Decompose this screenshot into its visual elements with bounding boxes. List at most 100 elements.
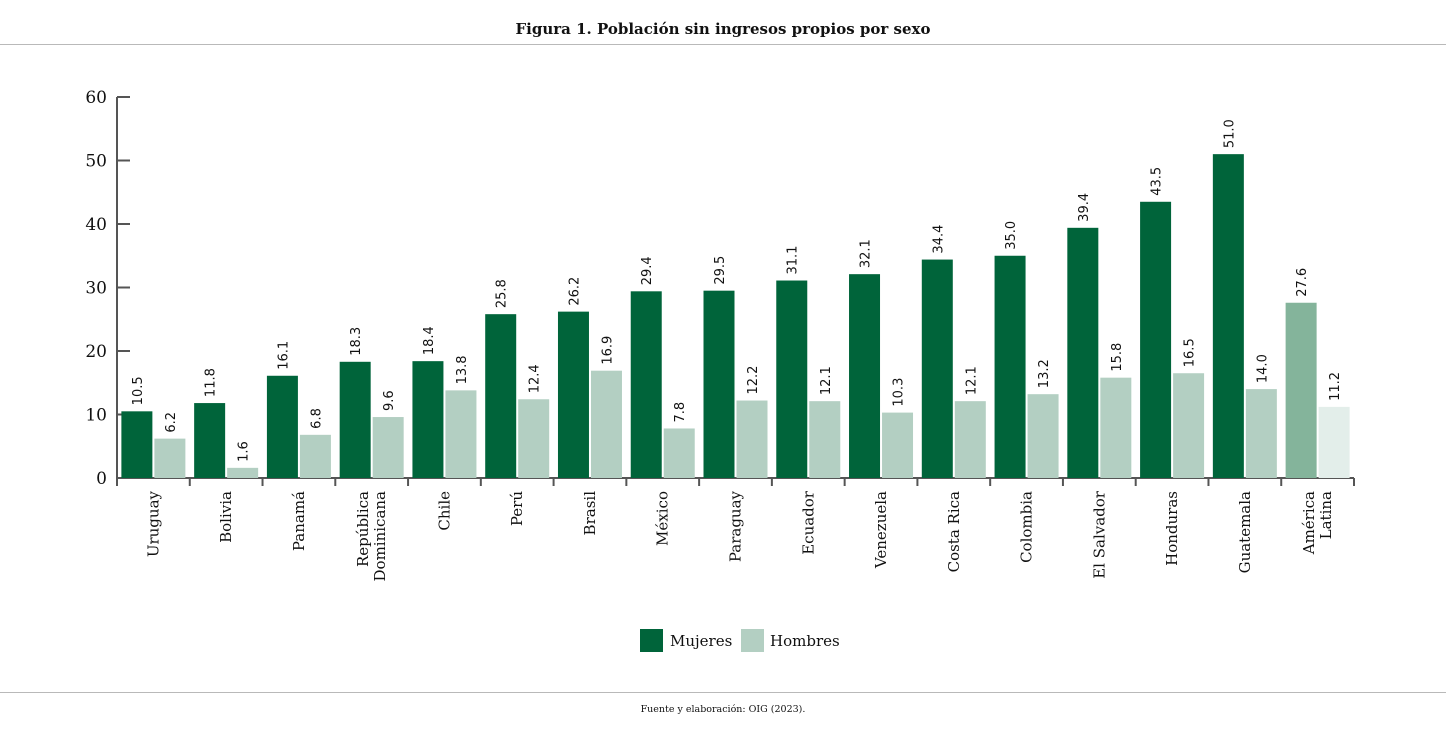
bar-mujeres-peru [485,314,517,478]
x-tick-label-guatemala: Guatemala [1236,491,1254,573]
bar-hombres-costa-rica [954,401,986,478]
bar-hombres-venezuela [882,412,914,478]
y-tick-label: 60 [85,88,107,108]
x-tick-label-panama: Panamá [290,491,308,551]
bar-mujeres-honduras [1140,201,1172,478]
data-label-mujeres-chile: 18.4 [422,326,437,355]
data-label-mujeres-uruguay: 10.5 [131,376,146,405]
bar-hombres-bolivia [227,467,259,478]
bar-hombres-brasil [590,370,622,478]
data-label-hombres-peru: 12.4 [528,364,543,393]
y-tick-label: 40 [85,215,107,235]
data-label-hombres-honduras: 16.5 [1183,338,1198,367]
bar-hombres-chile [445,390,477,478]
bar-mujeres-chile [412,361,444,478]
x-tick-label-colombia: Colombia [1018,491,1036,563]
data-label-mujeres-el-salvador: 39.4 [1077,193,1092,222]
x-tick-label-peru: Perú [508,491,526,526]
x-tick-label-bolivia: Bolivia [217,491,235,543]
data-label-hombres-el-salvador: 15.8 [1110,343,1125,372]
x-tick-label-republica-dominicana: Dominicana [371,491,389,582]
bar-hombres-republica-dominicana [372,417,404,478]
x-tick-label-brasil: Brasil [581,491,599,536]
x-tick-label-venezuela: Venezuela [872,491,890,569]
data-label-mujeres-paraguay: 29.5 [713,256,728,285]
data-label-hombres-bolivia: 1.6 [237,441,252,462]
bottom-rule [0,692,1446,693]
x-tick-label-costa-rica: Costa Rica [945,491,963,572]
data-label-hombres-mexico: 7.8 [673,402,688,423]
data-label-mujeres-venezuela: 32.1 [859,239,874,268]
data-label-mujeres-america-latina: 27.6 [1295,268,1310,297]
data-label-mujeres-honduras: 43.5 [1150,167,1165,196]
x-tick-label-uruguay: Uruguay [144,490,162,557]
y-tick-label: 20 [85,342,107,362]
data-label-hombres-costa-rica: 12.1 [964,366,979,395]
x-tick-label-honduras: Honduras [1163,491,1181,566]
bar-mujeres-america-latina [1285,302,1317,478]
data-label-hombres-republica-dominicana: 9.6 [382,390,397,411]
bar-hombres-guatemala [1245,389,1277,478]
x-tick-label-mexico: México [654,491,672,546]
data-label-mujeres-guatemala: 51.0 [1222,119,1237,148]
figure-title: Figura 1. Población sin ingresos propios… [515,20,931,38]
legend-label-mujeres: Mujeres [670,632,732,650]
bar-hombres-ecuador [809,401,841,478]
x-tick-label-chile: Chile [435,491,453,531]
bar-mujeres-el-salvador [1067,227,1099,478]
bar-hombres-peru [518,399,550,478]
bar-mujeres-bolivia [194,403,226,478]
x-tick-label-el-salvador: El Salvador [1090,490,1108,579]
data-label-hombres-america-latina: 11.2 [1328,372,1343,401]
bar-mujeres-guatemala [1212,154,1244,478]
data-label-hombres-venezuela: 10.3 [892,378,907,407]
x-tick-label-republica-dominicana: República [354,491,372,567]
data-label-mujeres-panama: 16.1 [276,341,291,370]
data-label-hombres-ecuador: 12.1 [819,366,834,395]
data-label-hombres-uruguay: 6.2 [164,412,179,433]
x-tick-label-america-latina: América [1300,491,1318,555]
x-tick-label-ecuador: Ecuador [799,490,817,555]
bar-mujeres-republica-dominicana [339,361,371,478]
bar-mujeres-mexico [630,291,662,478]
legend-label-hombres: Hombres [770,632,840,650]
y-tick-label: 30 [85,279,107,299]
bar-mujeres-costa-rica [921,259,953,478]
bar-mujeres-venezuela [849,274,881,478]
data-label-mujeres-ecuador: 31.1 [786,246,801,275]
data-label-hombres-brasil: 16.9 [600,336,615,365]
bar-hombres-mexico [663,428,695,478]
bar-mujeres-colombia [994,255,1026,478]
data-label-mujeres-mexico: 29.4 [640,256,655,285]
data-label-hombres-colombia: 13.2 [1037,359,1052,388]
bar-mujeres-uruguay [121,411,153,478]
legend-swatch-mujeres [640,629,663,652]
data-label-mujeres-bolivia: 11.8 [204,368,219,397]
x-tick-label-america-latina: Latina [1317,491,1335,539]
y-tick-label: 0 [96,469,107,489]
data-label-hombres-guatemala: 14.0 [1255,354,1270,383]
x-tick-label-paraguay: Paraguay [727,490,745,562]
data-label-hombres-panama: 6.8 [309,408,324,429]
data-label-mujeres-costa-rica: 34.4 [931,225,946,254]
y-tick-label: 10 [85,406,107,426]
top-rule [0,44,1446,45]
data-label-mujeres-republica-dominicana: 18.3 [349,327,364,356]
data-label-mujeres-brasil: 26.2 [567,277,582,306]
y-tick-label: 50 [85,152,107,172]
legend-swatch-hombres [741,629,764,652]
data-label-hombres-chile: 13.8 [455,355,470,384]
bar-hombres-el-salvador [1100,377,1132,478]
data-label-mujeres-peru: 25.8 [495,279,510,308]
bar-mujeres-paraguay [703,290,735,478]
bar-hombres-colombia [1027,394,1059,478]
bar-hombres-panama [299,434,331,478]
data-label-mujeres-colombia: 35.0 [1004,221,1019,250]
bar-mujeres-brasil [557,311,589,478]
data-label-hombres-paraguay: 12.2 [746,366,761,395]
bar-hombres-america-latina [1318,406,1350,478]
source-note: Fuente y elaboración: OIG (2023). [640,704,806,715]
bar-mujeres-ecuador [776,280,808,478]
bar-hombres-uruguay [154,438,186,478]
